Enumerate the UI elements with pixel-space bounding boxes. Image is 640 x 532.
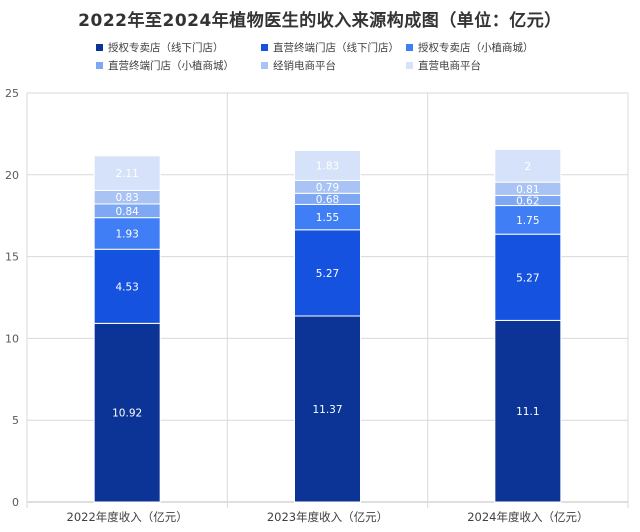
data-label: 0.81 [516,184,539,196]
data-label: 1.75 [516,215,539,227]
legend-item: 直营终端门店（线下门店） [261,40,399,55]
data-label: 4.53 [115,281,138,293]
legend-swatch [96,62,103,69]
data-label: 0.62 [516,195,539,207]
data-label: 0.68 [316,194,339,206]
data-label: 1.83 [316,160,339,172]
bar-segment [494,205,562,235]
data-label: 10.92 [112,408,142,420]
chart-title: 2022年至2024年植物医生的收入来源构成图（单位：亿元） [78,11,562,31]
x-tick-label: 2024年度收入（亿元） [467,510,588,524]
legend-label: 直营电商平台 [418,60,481,72]
bar-segment [93,322,161,503]
data-label: 11.1 [516,406,539,418]
data-label: 5.27 [316,268,339,280]
data-label: 0.79 [316,182,339,194]
bar-segment [494,319,562,503]
legend-label: 经销电商平台 [273,60,336,72]
bar-segment [494,148,562,183]
x-tick-label: 2023年度收入（亿元） [267,510,388,524]
legend-label: 直营终端门店（线下门店） [273,42,399,54]
legend-swatch [406,62,413,69]
data-label: 2 [524,161,531,173]
data-label: 5.27 [516,272,539,284]
y-tick-label: 5 [12,414,19,427]
y-tick-label: 20 [5,169,19,182]
y-tick-label: 0 [12,496,19,509]
legend-swatch [406,44,413,51]
legend-swatch [261,44,268,51]
legend-label: 直营终端门店（小植商城） [108,60,234,72]
legend-item: 经销电商平台 [261,58,336,73]
data-label: 1.93 [115,228,138,240]
bar-segment [93,217,161,250]
x-tick-label: 2022年度收入（亿元） [67,510,188,524]
legend-swatch [261,62,268,69]
data-label: 1.55 [316,212,339,224]
bar-segment [294,203,361,231]
legend-item: 直营终端门店（小植商城） [96,58,234,73]
legend-label: 授权专卖店（小植商城） [418,42,534,54]
data-label: 2.11 [115,168,138,180]
y-tick-label: 10 [5,332,19,345]
data-label: 0.84 [115,206,139,218]
data-label: 11.37 [312,404,342,416]
bar-segment [294,149,361,181]
data-label: 0.83 [115,192,138,204]
legend-item: 授权专卖店（线下门店） [96,40,224,55]
legend-item: 直营电商平台 [406,58,481,73]
bar-segment [93,248,161,324]
bar-segment [294,229,361,317]
bar-segment [93,155,161,191]
y-tick-label: 15 [5,251,19,264]
y-tick-label: 25 [5,87,19,100]
legend-label: 授权专卖店（线下门店） [108,42,224,54]
legend-item: 授权专卖店（小植商城） [406,40,534,55]
bar-segment [294,315,361,503]
bar-segment [494,233,562,321]
legend-swatch [96,44,103,51]
